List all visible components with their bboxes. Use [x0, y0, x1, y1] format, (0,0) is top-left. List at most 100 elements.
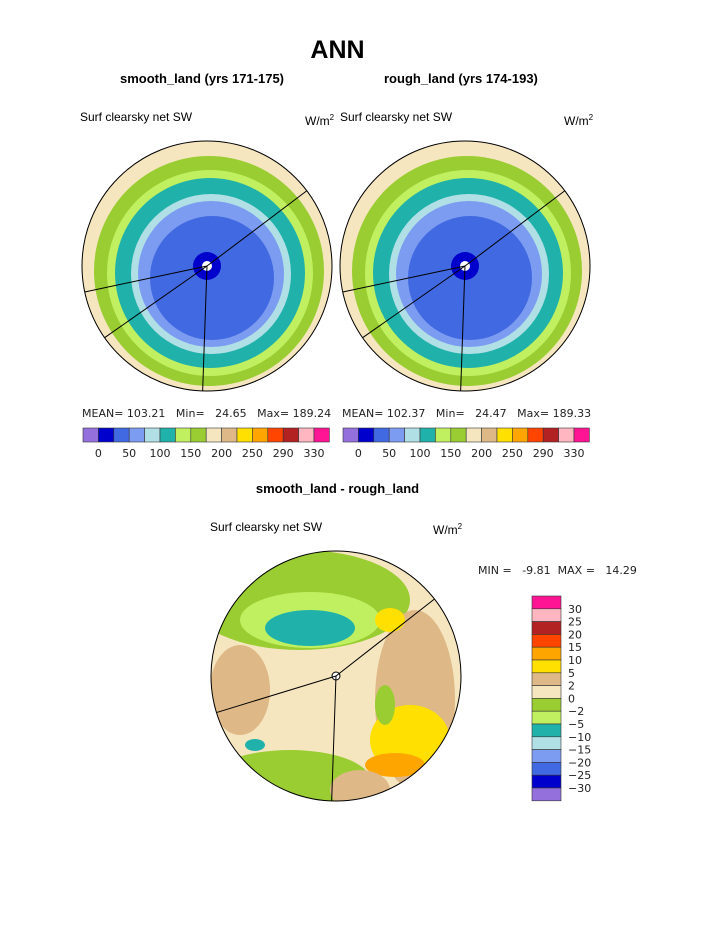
colorbar-tick-label: 330 [564, 447, 585, 460]
sector-line [202, 265, 208, 391]
panel2-variable-label: Surf clearsky net SW [340, 110, 453, 124]
colorbar-box [175, 427, 192, 443]
colorbar-box [144, 427, 161, 443]
panel1-units: W/m2 [305, 113, 334, 128]
panel2-stats: MEAN= 102.37 Min= 24.47 Max= 189.33 [342, 407, 591, 420]
min-value: 24.65 [215, 407, 247, 420]
colorbar-tick-label: 150 [180, 447, 201, 460]
colorbar-tick-label: 2 [568, 680, 575, 693]
min-value: -9.81 [522, 564, 551, 577]
units-text: W/m [433, 523, 458, 537]
colorbar-box [465, 427, 482, 443]
colorbar-tick-label: 330 [304, 447, 325, 460]
mean-value: 102.37 [386, 407, 426, 420]
colorbar-box [113, 427, 130, 443]
min-label: MIN = [478, 564, 512, 577]
colorbar-tick-label: 250 [242, 447, 263, 460]
colorbar-box [531, 749, 562, 763]
map-border [210, 550, 462, 802]
panel3-units: W/m2 [433, 522, 462, 537]
colorbar-box [373, 427, 390, 443]
sector-line [342, 265, 466, 293]
colorbar-tick-label: 0 [355, 447, 362, 460]
colorbar-box [190, 427, 207, 443]
colorbar-box [531, 595, 562, 610]
colorbar-box [313, 427, 330, 443]
colorbar-box [531, 659, 562, 674]
colorbar-box [531, 710, 562, 725]
min-label: Min= [175, 407, 205, 420]
colorbar-box [205, 427, 222, 443]
contour-region [245, 739, 265, 751]
colorbar-tick-label: 290 [533, 447, 554, 460]
colorbar-box [542, 427, 559, 443]
colorbar-box [267, 427, 284, 443]
colorbar-box [221, 427, 238, 443]
colorbar-box [481, 427, 498, 443]
colorbar-tick-label: 10 [568, 654, 582, 667]
units-text: W/m [564, 114, 589, 128]
min-value: 24.47 [475, 407, 507, 420]
colorbar-box [404, 427, 421, 443]
panel3-stats: MIN = -9.81 MAX = 14.29 [478, 564, 637, 577]
colorbar-tick-label: 100 [150, 447, 171, 460]
colorbar-tick-label: −25 [568, 769, 591, 782]
colorbar-tick-label: −15 [568, 744, 591, 757]
colorbar-tick-label: 0 [95, 447, 102, 460]
colorbar-box [531, 774, 562, 789]
sector-line [104, 265, 208, 339]
panel3-map-field [211, 551, 461, 801]
colorbar-tick-label: 290 [273, 447, 294, 460]
colorbar-box [531, 634, 562, 648]
panel2-title: rough_land (yrs 174-193) [384, 71, 538, 86]
colorbar-box [298, 427, 315, 443]
units-sup: 2 [457, 522, 463, 531]
contour-region [375, 608, 405, 632]
colorbar-tick-label: −10 [568, 731, 591, 744]
max-value: 189.24 [292, 407, 332, 420]
sector-line [216, 675, 337, 714]
colorbar-box [450, 427, 467, 443]
colorbar-box [358, 427, 375, 443]
max-value: 14.29 [605, 564, 637, 577]
contour-region [365, 753, 425, 777]
colorbar-box [531, 621, 562, 635]
sector-line [84, 265, 208, 293]
colorbar-box [573, 427, 590, 443]
colorbar-box [512, 427, 529, 443]
colorbar-box [558, 427, 575, 443]
panel1-map [81, 140, 333, 392]
colorbar-tick-label: 200 [471, 447, 492, 460]
max-label: Max= [517, 407, 550, 420]
panel1-variable-label: Surf clearsky net SW [80, 110, 193, 124]
sector-line [460, 265, 466, 391]
colorbar-box [98, 427, 115, 443]
colorbar-box [236, 427, 253, 443]
contour-region [375, 685, 395, 725]
colorbar-tick-label: 100 [410, 447, 431, 460]
colorbar-box [388, 427, 405, 443]
colorbar-tick-label: 150 [440, 447, 461, 460]
panel1-stats: MEAN= 103.21 Min= 24.65 Max= 189.24 [82, 407, 331, 420]
colorbar-tick-label: 25 [568, 616, 582, 629]
panel1-title: smooth_land (yrs 171-175) [120, 71, 285, 86]
colorbar-box [531, 723, 562, 738]
sector-line [335, 598, 435, 677]
colorbar-box [252, 427, 269, 443]
panel3-title: smooth_land - rough_land [255, 481, 420, 496]
panel2-map [339, 140, 591, 392]
mean-label: MEAN= [342, 407, 384, 420]
colorbar-tick-label: −30 [568, 782, 591, 795]
max-label: MAX = [557, 564, 595, 577]
colorbar-box [531, 685, 562, 699]
map-border [81, 140, 333, 392]
max-label: Max= [257, 407, 290, 420]
colorbar-box [342, 427, 359, 443]
figure-title: ANN [310, 36, 365, 64]
colorbar-tick-label: −5 [568, 718, 584, 731]
colorbar-box [531, 762, 562, 776]
colorbar-box [531, 646, 562, 661]
max-value: 189.33 [552, 407, 592, 420]
colorbar-box [531, 736, 562, 750]
